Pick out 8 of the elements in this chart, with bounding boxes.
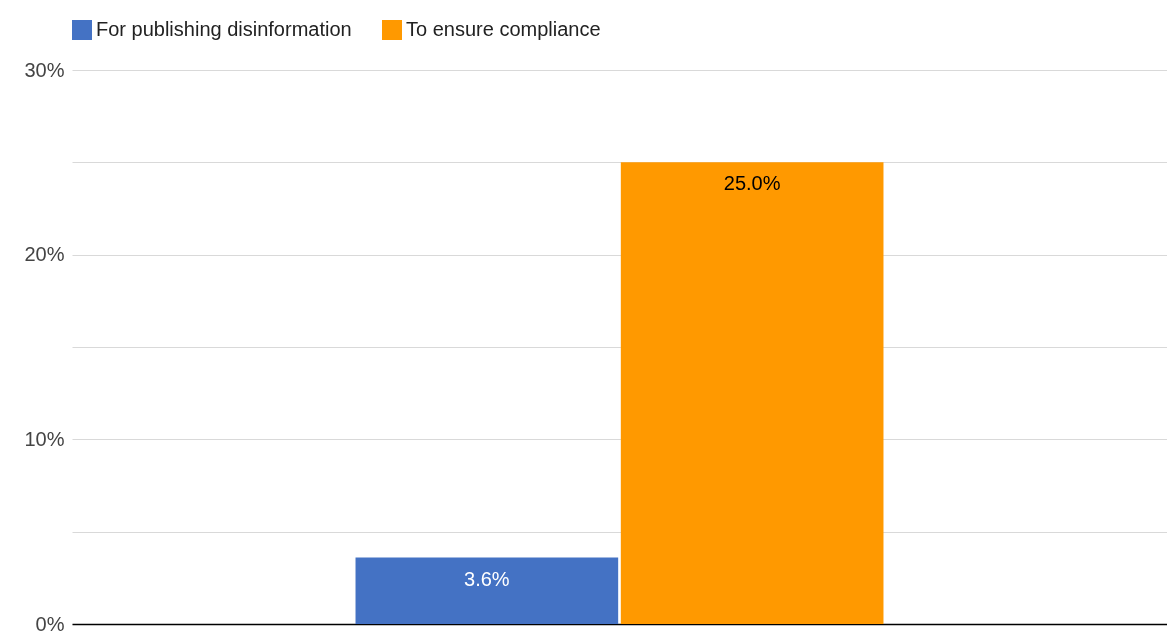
y-tick-label: 20%	[24, 243, 65, 266]
legend-label: For publishing disinformation	[96, 18, 352, 40]
y-tick-label: 0%	[35, 612, 65, 635]
y-tick-label: 10%	[24, 427, 65, 450]
y-tick-label: 30%	[24, 58, 65, 81]
data-label: 3.6%	[464, 567, 510, 590]
data-label: 25.0%	[723, 172, 781, 195]
legend-label: To ensure compliance	[406, 18, 601, 40]
